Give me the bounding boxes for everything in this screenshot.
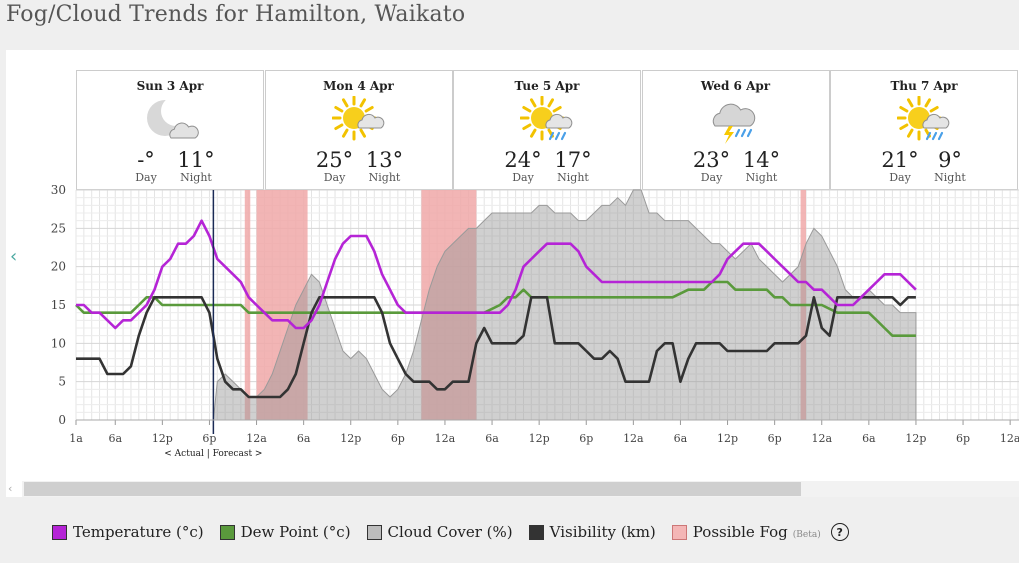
x-tick-label: 12p: [340, 432, 361, 445]
legend-visibility[interactable]: Visibility (km): [528, 523, 656, 541]
day-summary-row: Sun 3 Apr -° Day 11° Night Mon 4 Apr 25° Day 13°…: [76, 70, 1019, 190]
moon-cloud-icon: [147, 96, 199, 139]
fog-band: [256, 190, 308, 420]
x-tick-label: 12p: [529, 432, 550, 445]
x-tick-label: 6p: [768, 432, 782, 445]
page-title: Fog/Cloud Trends for Hamilton, Waikato: [6, 2, 466, 27]
y-tick-label: 25: [51, 221, 66, 235]
y-tick-label: 20: [51, 260, 66, 274]
day-card: Thu 7 Apr 21° Day 9° Night: [830, 70, 1018, 190]
x-tick-label: 6a: [297, 432, 311, 445]
day-temperature: 24° Day: [498, 149, 548, 184]
night-temp-value: 17°: [554, 148, 592, 172]
night-temp-value: 11°: [177, 148, 215, 172]
scroll-left-icon[interactable]: ‹: [8, 482, 13, 495]
night-temp-label: Night: [557, 171, 589, 184]
x-tick-label: 12p: [717, 432, 738, 445]
legend-dew-point[interactable]: Dew Point (°c): [219, 523, 351, 541]
night-temperature: 17° Night: [548, 149, 598, 184]
day-card: Wed 6 Apr 23° Day 14° Night: [641, 70, 830, 190]
chart-legend: Temperature (°c) Dew Point (°c) Cloud Co…: [52, 520, 849, 544]
series-temperature: [76, 219, 917, 330]
x-tick-label: 12a: [435, 432, 456, 445]
night-temperature: 13° Night: [360, 149, 410, 184]
day-temp-label: Day: [512, 171, 534, 184]
day-name: Mon 4 Apr: [323, 79, 394, 93]
dew-point-swatch: [219, 524, 235, 540]
day-temperature: -° Day: [121, 149, 171, 184]
night-temp-value: 9°: [938, 148, 962, 172]
x-tick-label: 12a: [623, 432, 644, 445]
x-tick-label: 12a: [811, 432, 832, 445]
day-temp-value: 21°: [881, 148, 919, 172]
day-temperature: 25° Day: [310, 149, 360, 184]
legend-temperature-label: Temperature (°c): [73, 523, 204, 541]
night-temperature: 14° Night: [737, 149, 787, 184]
x-tick-label: 12a: [1000, 432, 1019, 445]
fog-swatch: [671, 524, 687, 540]
x-tick-label: 6a: [108, 432, 122, 445]
day-card: Tue 5 Apr 24° Day 17° Night: [453, 70, 641, 190]
sun-cloud-rain-icon: [520, 96, 573, 141]
day-temp-label: Day: [323, 171, 346, 184]
day-temp-label: Day: [135, 171, 157, 184]
fog-cloud-chart: < Actual | Forecast > 0 5 10 15 20 25 30 1a 6a 12p…: [51, 183, 1019, 459]
day-temperature: 23° Day: [687, 149, 737, 184]
x-tick-label: 6p: [956, 432, 970, 445]
day-temperature: 21° Day: [875, 149, 925, 184]
legend-dew-point-label: Dew Point (°c): [240, 523, 351, 541]
legend-visibility-label: Visibility (km): [549, 523, 656, 541]
help-icon[interactable]: ?: [830, 523, 849, 541]
legend-fog-label: Possible Fog: [692, 523, 788, 541]
night-temp-label: Night: [934, 171, 966, 184]
x-tick-label: 6a: [862, 432, 876, 445]
fog-band: [244, 190, 251, 420]
thunder-rain-cloud-icon: [712, 103, 755, 144]
y-tick-label: 5: [58, 375, 66, 389]
day-temp-value: 23°: [692, 148, 731, 172]
x-tick-label: 12p: [152, 432, 173, 445]
prev-arrow-icon[interactable]: ‹: [10, 246, 18, 267]
legend-temperature[interactable]: Temperature (°c): [52, 523, 204, 541]
night-temp-value: 13°: [365, 148, 404, 172]
y-tick-label: 10: [51, 336, 66, 350]
night-temp-value: 14°: [742, 148, 781, 172]
x-tick-label: 6a: [485, 432, 499, 445]
x-tick-label: 12a: [246, 432, 267, 445]
y-tick-label: 0: [58, 413, 66, 427]
day-temp-value: 24°: [504, 148, 542, 172]
x-tick-label: 12p: [905, 432, 926, 445]
sun-cloud-rain-icon: [897, 96, 950, 141]
day-name: Sun 3 Apr: [136, 79, 204, 93]
x-tick-label: 6p: [579, 432, 593, 445]
night-temperature: 11° Night: [171, 149, 221, 184]
day-name: Wed 6 Apr: [700, 79, 771, 93]
legend-fog[interactable]: Possible Fog (Beta): [671, 523, 821, 541]
night-temp-label: Night: [180, 171, 212, 184]
night-temp-label: Night: [368, 171, 401, 184]
cloud-cover-swatch: [366, 524, 382, 540]
x-tick-label: 6a: [674, 432, 688, 445]
temperature-swatch: [52, 524, 67, 540]
day-name: Tue 5 Apr: [514, 79, 580, 93]
x-tick-label: 1a: [69, 432, 83, 445]
y-tick-label: 15: [51, 298, 66, 312]
day-temp-label: Day: [889, 171, 911, 184]
legend-cloud-cover[interactable]: Cloud Cover (%): [366, 523, 513, 541]
x-tick-label: 6p: [391, 432, 405, 445]
now-label: < Actual | Forecast >: [164, 449, 262, 459]
x-tick-label: 6p: [202, 432, 216, 445]
chart-scrollbar-thumb[interactable]: [24, 482, 801, 496]
sun-cloud-icon: [331, 96, 384, 141]
day-temp-value: 25°: [315, 148, 354, 172]
day-temp-value: -°: [137, 148, 155, 172]
legend-beta-label: (Beta): [792, 529, 821, 540]
y-tick-label: 30: [51, 183, 66, 197]
day-temp-label: Day: [700, 171, 723, 184]
night-temp-label: Night: [745, 171, 778, 184]
night-temperature: 9° Night: [925, 149, 975, 184]
legend-cloud-cover-label: Cloud Cover (%): [387, 523, 513, 541]
visibility-swatch: [528, 524, 544, 540]
day-name: Thu 7 Apr: [890, 79, 958, 93]
